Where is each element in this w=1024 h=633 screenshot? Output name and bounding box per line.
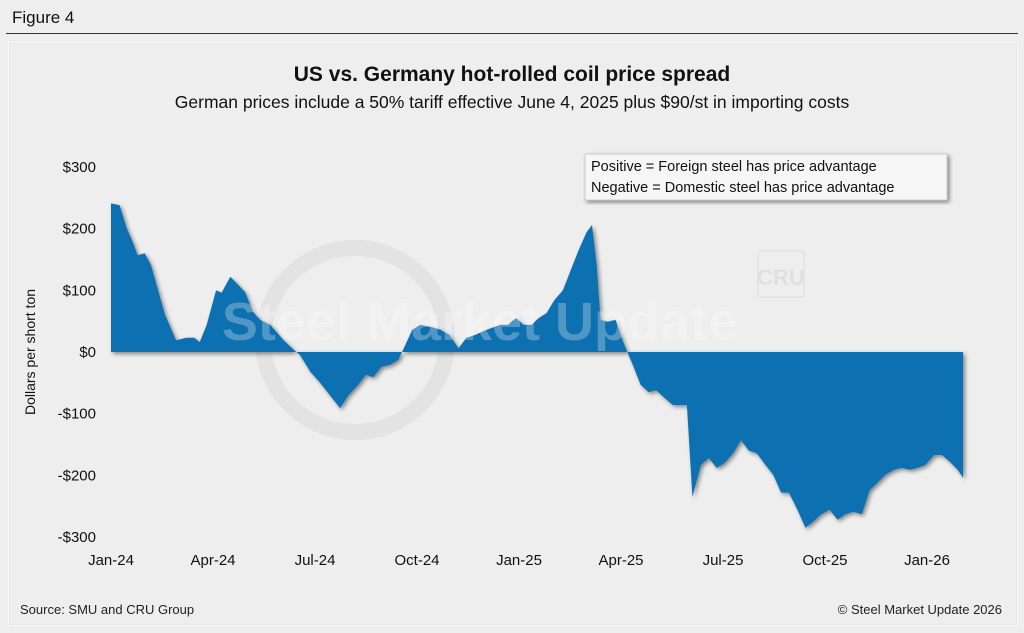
x-tick-label: Jan-24 bbox=[88, 552, 134, 569]
x-tick-label: Jan-26 bbox=[904, 552, 950, 569]
y-tick-label: $0 bbox=[79, 344, 96, 361]
spread-area bbox=[111, 203, 964, 528]
watermark-text: Steel Market Update bbox=[222, 292, 738, 352]
legend: Positive = Foreign steel has price advan… bbox=[584, 153, 948, 201]
legend-box bbox=[584, 153, 948, 201]
copyright-note: © Steel Market Update 2026 bbox=[837, 602, 1002, 617]
y-tick-label: -$300 bbox=[58, 529, 96, 546]
x-axis: Jan-24 Apr-24 Jul-24 Oct-24 Jan-25 Apr-25 Jul-… bbox=[88, 552, 950, 569]
figure-divider bbox=[6, 33, 1018, 34]
y-axis: $300 $200 $100 $0 -$100 -$200 -$300 bbox=[58, 159, 96, 546]
x-tick-label: Apr-24 bbox=[190, 552, 235, 569]
y-tick-label: $100 bbox=[63, 282, 96, 299]
x-tick-label: Jul-24 bbox=[295, 552, 336, 569]
x-tick-label: Apr-25 bbox=[598, 552, 643, 569]
chart-title: US vs. Germany hot-rolled coil price spr… bbox=[293, 63, 731, 86]
y-tick-label: -$200 bbox=[58, 467, 96, 484]
figure-label: Figure 4 bbox=[12, 8, 75, 27]
x-tick-label: Oct-24 bbox=[394, 552, 439, 569]
cru-logo-icon bbox=[757, 250, 805, 298]
area-layer bbox=[111, 203, 964, 528]
x-tick-label: Oct-25 bbox=[802, 552, 847, 569]
cru-logo-text: CRU bbox=[757, 265, 805, 290]
x-tick-label: Jul-25 bbox=[703, 552, 744, 569]
source-note: Source: SMU and CRU Group bbox=[20, 602, 195, 617]
y-axis-label: Dollars per short ton bbox=[22, 289, 38, 415]
y-tick-label: $300 bbox=[63, 159, 96, 176]
legend-line-positive: Positive = Foreign steel has price advan… bbox=[591, 159, 877, 175]
y-tick-label: -$100 bbox=[58, 406, 96, 423]
chart-subtitle: German prices include a 50% tariff effec… bbox=[174, 92, 850, 112]
watermark-overlay: Steel Market Update bbox=[222, 292, 738, 352]
x-tick-label: Jan-25 bbox=[496, 552, 542, 569]
y-tick-label: $200 bbox=[63, 221, 96, 238]
legend-line-negative: Negative = Domestic steel has price adva… bbox=[591, 180, 894, 196]
